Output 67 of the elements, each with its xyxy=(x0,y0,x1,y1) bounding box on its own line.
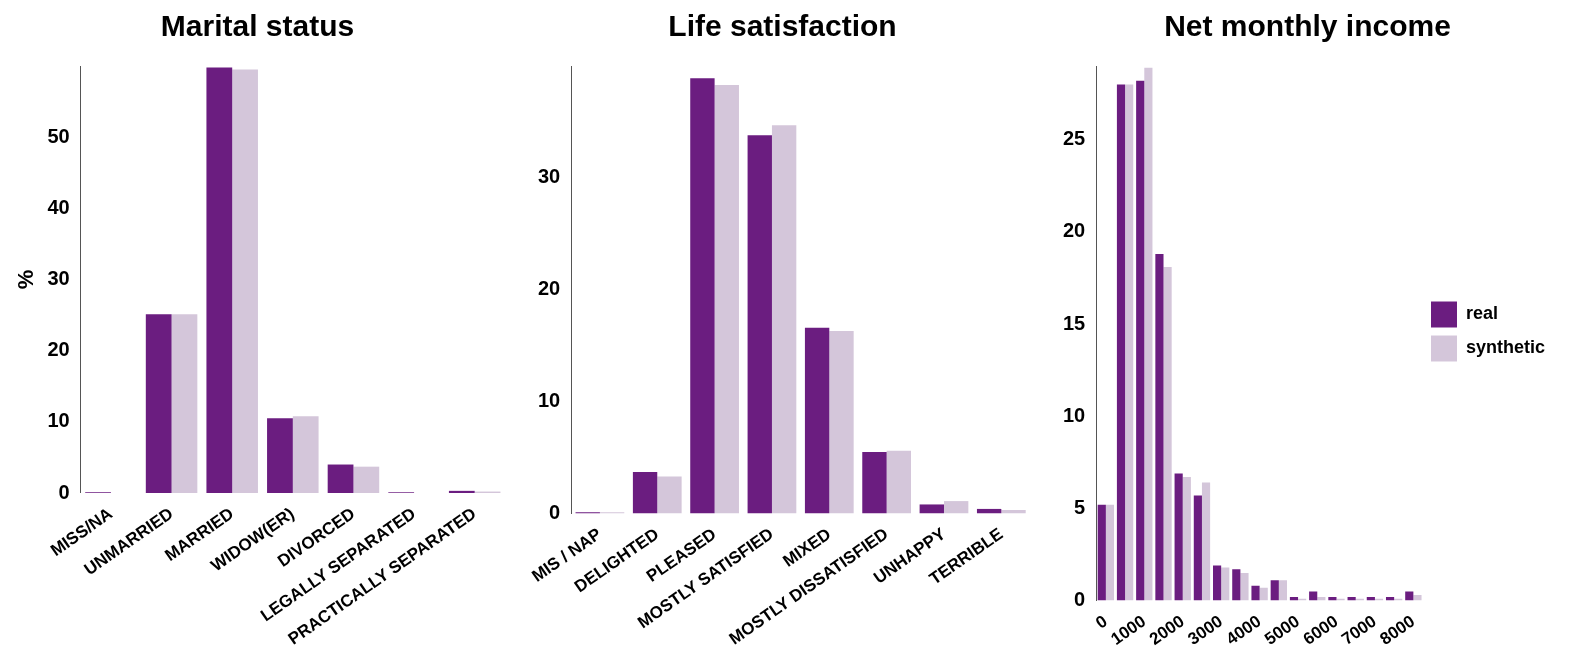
bar xyxy=(804,327,830,514)
bar xyxy=(1105,504,1115,601)
bar xyxy=(747,135,772,514)
bar xyxy=(145,314,172,493)
bar xyxy=(171,314,198,493)
y-tick-label: 10 xyxy=(538,389,561,412)
bar xyxy=(267,418,293,493)
bar xyxy=(327,464,354,493)
bar xyxy=(1232,569,1241,601)
bar xyxy=(771,125,797,514)
bar xyxy=(1221,567,1230,601)
bar xyxy=(1163,266,1172,601)
y-tick-label: 25 xyxy=(1063,127,1086,150)
y-tick-label: 30 xyxy=(538,165,561,188)
bar xyxy=(632,472,658,514)
bar xyxy=(829,331,854,514)
bar xyxy=(657,476,682,514)
legend-label: synthetic xyxy=(1465,337,1546,358)
y-tick-label: 50 xyxy=(47,124,70,147)
bar xyxy=(1240,572,1249,601)
bar xyxy=(1278,580,1287,601)
bar xyxy=(1125,84,1134,601)
legend-label: real xyxy=(1465,303,1499,324)
bar xyxy=(1193,495,1202,601)
bar xyxy=(1213,565,1222,601)
bar xyxy=(232,69,258,493)
x-tick-label: 0 xyxy=(1092,611,1111,633)
bar xyxy=(1155,254,1164,601)
y-tick-label: 15 xyxy=(1063,311,1086,334)
bar xyxy=(1136,80,1145,601)
bar xyxy=(943,501,969,514)
chart-title: Marital status xyxy=(160,9,355,43)
bar xyxy=(714,85,739,514)
bar xyxy=(1144,67,1153,601)
bar xyxy=(1116,84,1126,601)
bar xyxy=(1201,482,1211,601)
y-tick-label: 20 xyxy=(47,338,70,361)
bar xyxy=(862,451,887,514)
bar xyxy=(292,416,319,493)
y-tick-label: 10 xyxy=(47,409,70,432)
bar xyxy=(919,504,944,514)
y-tick-label: 5 xyxy=(1074,495,1086,518)
bar xyxy=(886,450,912,514)
bar xyxy=(1413,595,1422,601)
y-axis-title: % xyxy=(13,269,39,290)
y-tick-label: 40 xyxy=(47,195,70,218)
bar xyxy=(1309,591,1318,601)
bar xyxy=(1259,587,1268,601)
y-tick-label: 20 xyxy=(1063,219,1086,242)
bar xyxy=(1405,591,1414,601)
bar xyxy=(448,490,475,493)
chart-title: Net monthly income xyxy=(1164,9,1451,43)
y-tick-label: 0 xyxy=(58,480,70,503)
y-tick-label: 0 xyxy=(1074,588,1086,611)
chart-title: Life satisfaction xyxy=(668,9,897,43)
bar xyxy=(1001,510,1026,514)
bar xyxy=(1097,504,1106,601)
y-tick-label: 30 xyxy=(47,267,70,290)
bar xyxy=(1251,585,1260,601)
bar xyxy=(1174,473,1183,601)
y-tick-label: 20 xyxy=(538,277,561,300)
y-tick-label: 10 xyxy=(1063,403,1086,426)
bar xyxy=(1182,477,1191,601)
bar xyxy=(353,466,380,493)
bar xyxy=(1270,580,1279,601)
bar xyxy=(206,67,233,493)
bar xyxy=(690,78,715,514)
